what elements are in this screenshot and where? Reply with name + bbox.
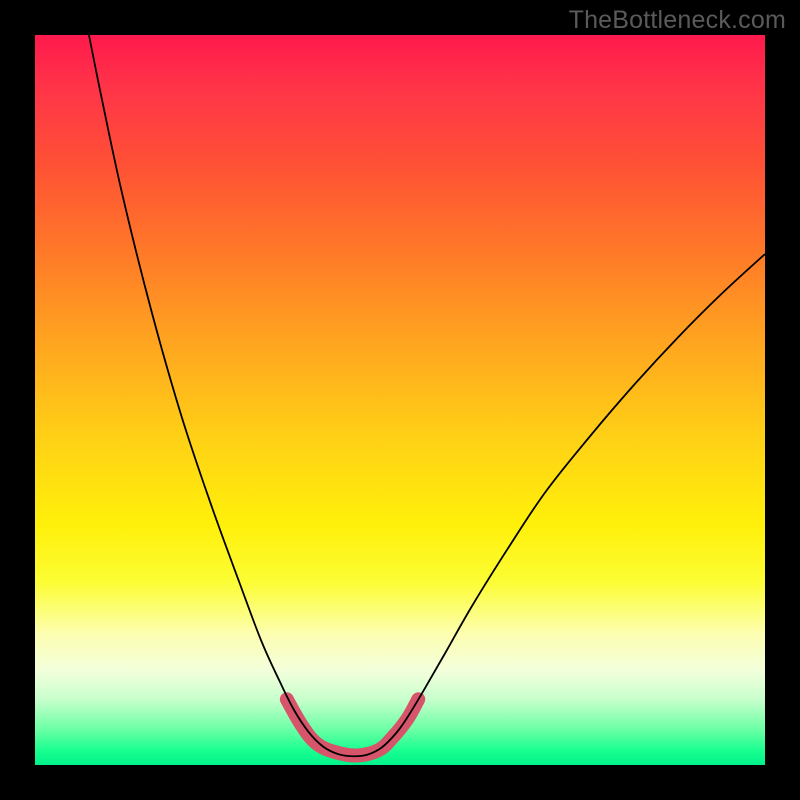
bottleneck-curve <box>86 35 765 756</box>
curve-layer <box>35 35 765 765</box>
watermark-text: TheBottleneck.com <box>569 6 786 35</box>
trough-highlight <box>287 699 418 755</box>
plot-area <box>35 35 765 765</box>
